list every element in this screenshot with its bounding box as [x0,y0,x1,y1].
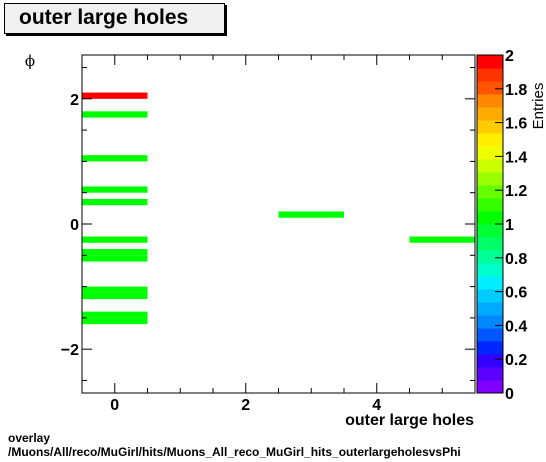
heatmap-cell [82,111,148,118]
color-scale-band [477,237,503,251]
color-scale-band [477,328,503,342]
color-scale-band [477,55,503,69]
color-scale-band [477,250,503,264]
axis-ticks: 0 2 4 −2 0 2 [61,55,476,414]
color-scale-band [477,367,503,381]
color-scale-band [477,263,503,277]
color-scale-band [477,94,503,108]
heatmap-cells [82,92,475,325]
color-scale: 0 0.2 0.4 0.6 0.8 1 1.2 1.4 1.6 1.8 2 [476,48,527,403]
y-tick-label: −2 [61,342,79,359]
color-scale-band [477,120,503,134]
heatmap-cell [278,211,344,218]
y-tick-label: 2 [70,92,79,109]
color-scale-band [477,146,503,160]
color-scale-band [477,133,503,147]
color-scale-band [477,172,503,186]
plot-frame [81,54,476,394]
footer: overlay /Muons/All/reco/MuGirl/hits/Muon… [8,431,461,459]
z-tick-label: 0.8 [505,251,527,268]
y-axis-label: ϕ [25,52,35,70]
heatmap-cell [82,255,148,262]
color-scale-band [477,315,503,329]
title-box: outer large holes [4,3,225,34]
z-tick-label: 1.6 [505,116,527,133]
color-scale-band [477,211,503,225]
color-scale-band [477,159,503,173]
heatmap-cell [82,286,148,293]
chart-title: outer large holes [19,6,189,29]
x-tick-label: 2 [241,397,250,414]
color-scale-band [477,107,503,121]
color-scale-band [477,276,503,290]
z-tick-label: 0.6 [505,285,527,302]
color-scale-band [477,68,503,82]
heatmap-cell [82,317,148,325]
color-scale-band [477,289,503,303]
heatmap-cell [82,292,148,300]
footer-line-1: overlay [8,431,51,445]
heatmap-cell [82,92,148,99]
color-scale-band [477,380,503,394]
heatmap-cell [82,236,148,243]
z-tick-label: 0 [505,386,514,403]
z-tick-label: 1.4 [505,149,527,166]
z-tick-label: 1.8 [505,82,527,99]
color-scale-band [477,302,503,316]
color-scale-band [477,224,503,238]
color-scale-band [477,341,503,355]
heatmap-cell [82,311,148,318]
x-axis-label: outer large holes [345,412,474,429]
z-tick-label: 0.4 [505,318,527,335]
z-tick-label: 2 [505,48,514,65]
heatmap-cell [82,198,148,206]
z-tick-label: 1 [505,217,514,234]
x-tick-label: 4 [372,397,381,414]
heatmap-cell [409,236,475,243]
color-scale-band [477,81,503,95]
heatmap-cell [82,155,148,162]
footer-line-2: /Muons/All/reco/MuGirl/hits/Muons_All_re… [8,445,461,459]
x-tick-label: 0 [110,397,119,414]
y-tick-label: 0 [70,217,79,234]
color-scale-band [477,354,503,368]
color-scale-band [477,185,503,199]
heatmap-cell [82,186,148,193]
z-tick-label: 1.2 [505,183,527,200]
color-scale-band [477,198,503,212]
z-axis-label: Entries [530,83,546,130]
z-tick-label: 0.2 [505,352,527,369]
heatmap-cell [82,249,148,256]
